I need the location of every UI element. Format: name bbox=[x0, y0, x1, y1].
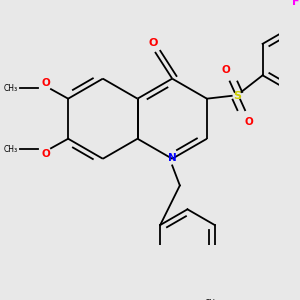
Text: O: O bbox=[222, 65, 230, 75]
Text: O: O bbox=[42, 78, 51, 88]
Text: F: F bbox=[292, 0, 299, 8]
Text: O: O bbox=[42, 149, 51, 159]
Text: CH₃: CH₃ bbox=[4, 84, 18, 93]
Text: S: S bbox=[233, 91, 242, 101]
Text: N: N bbox=[168, 153, 177, 163]
Text: O: O bbox=[244, 117, 253, 127]
Text: CH₃: CH₃ bbox=[4, 145, 18, 154]
Text: CH₃: CH₃ bbox=[205, 299, 219, 300]
Text: O: O bbox=[148, 38, 158, 48]
